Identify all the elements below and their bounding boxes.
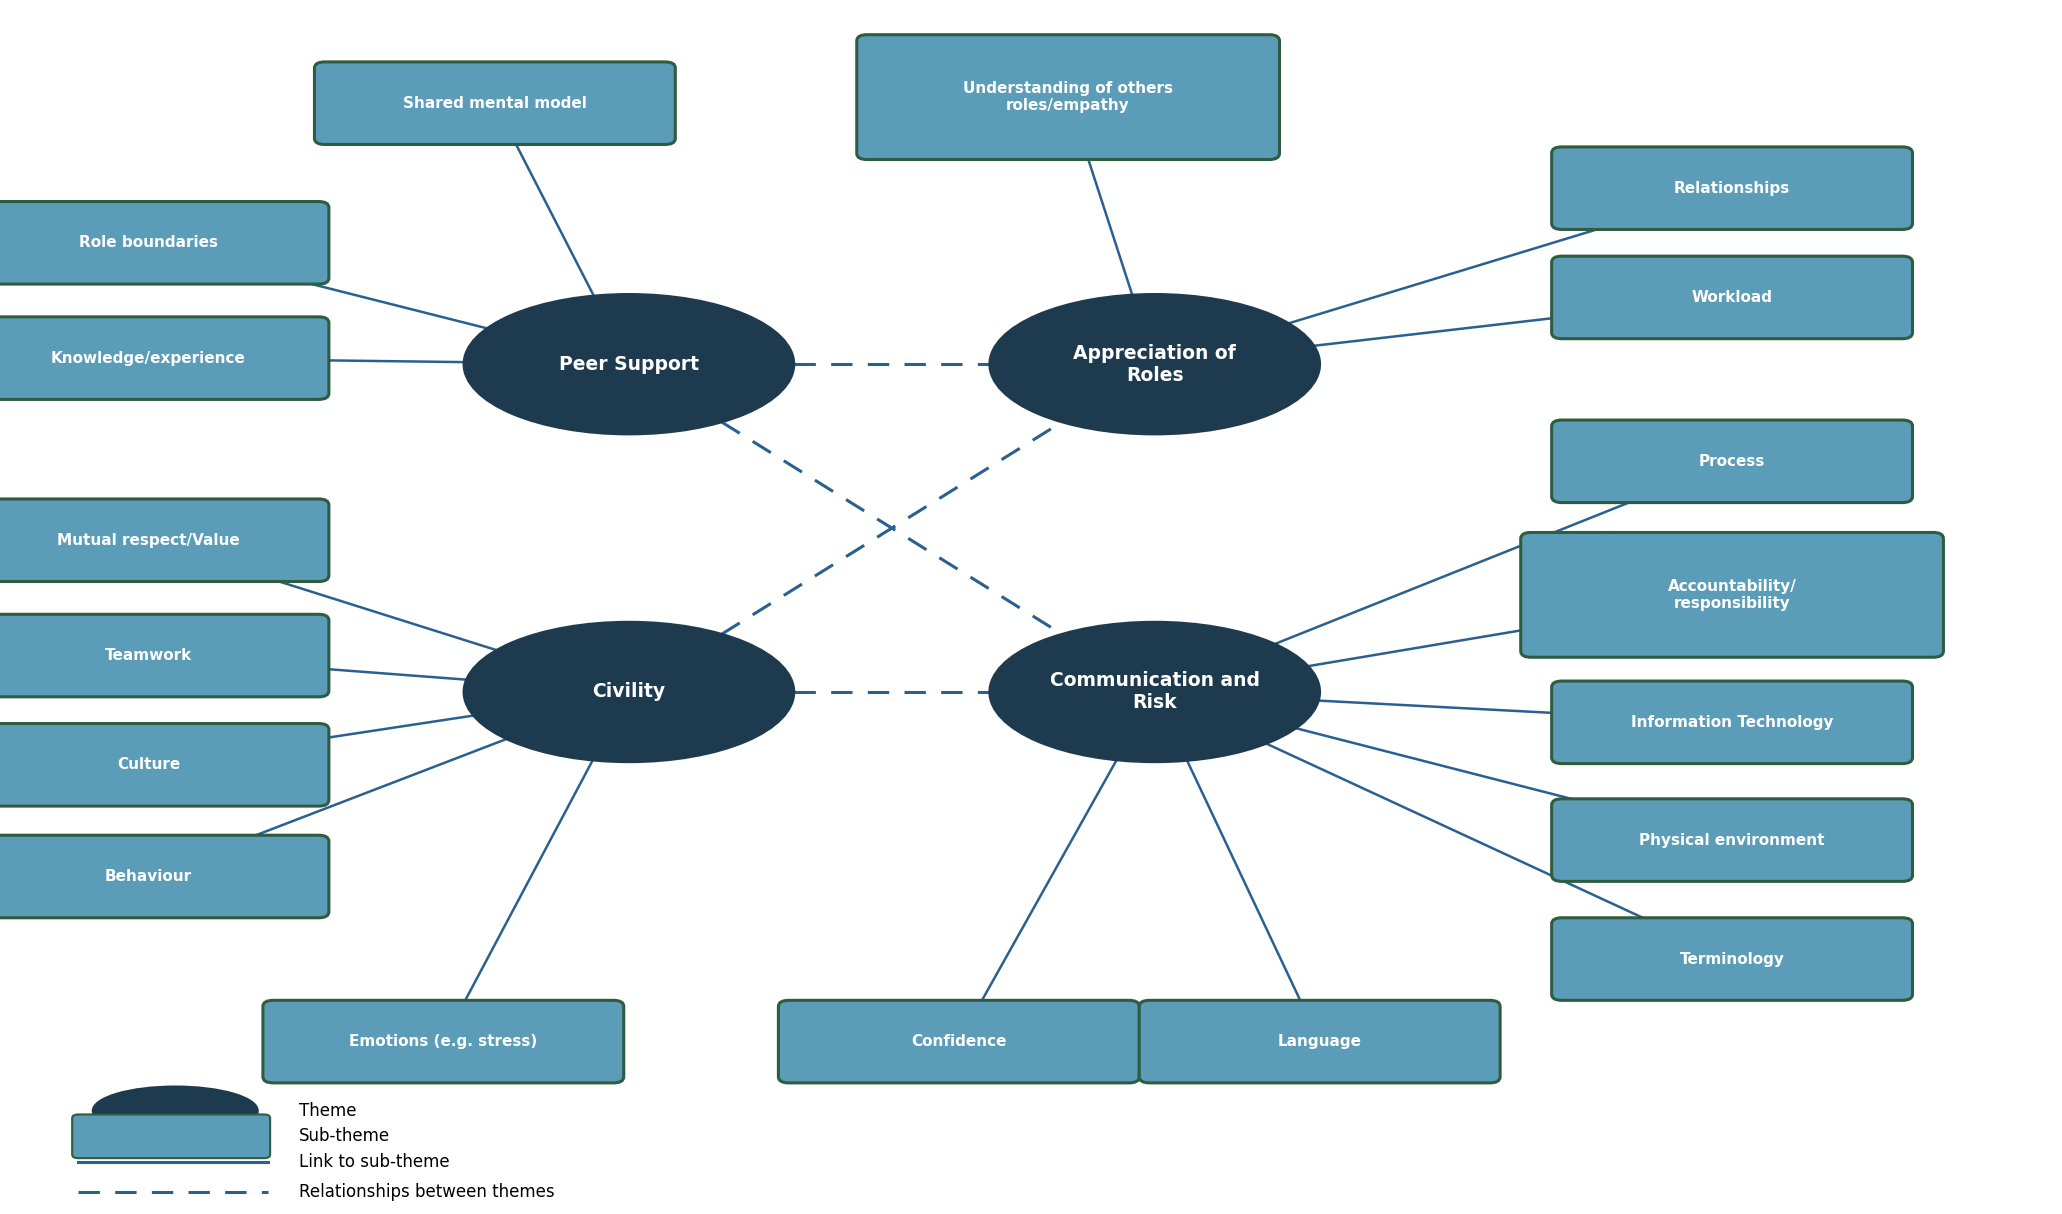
FancyBboxPatch shape: [779, 1000, 1138, 1083]
Ellipse shape: [93, 1087, 258, 1135]
FancyBboxPatch shape: [0, 317, 330, 399]
Ellipse shape: [464, 622, 794, 762]
Text: Theme: Theme: [299, 1102, 357, 1119]
Text: Language: Language: [1278, 1034, 1361, 1049]
FancyBboxPatch shape: [1551, 147, 1914, 229]
Text: Role boundaries: Role boundaries: [78, 236, 219, 250]
FancyBboxPatch shape: [1551, 799, 1914, 881]
Text: Shared mental model: Shared mental model: [402, 96, 588, 110]
FancyBboxPatch shape: [1551, 256, 1914, 339]
FancyBboxPatch shape: [0, 835, 330, 918]
Ellipse shape: [990, 294, 1320, 435]
Text: Appreciation of
Roles: Appreciation of Roles: [1074, 344, 1235, 385]
Text: Knowledge/experience: Knowledge/experience: [52, 351, 245, 365]
FancyBboxPatch shape: [0, 614, 330, 697]
Text: Link to sub-theme: Link to sub-theme: [299, 1153, 450, 1170]
Text: Confidence: Confidence: [911, 1034, 1006, 1049]
Text: Peer Support: Peer Support: [559, 354, 699, 374]
Text: Relationships: Relationships: [1674, 181, 1790, 195]
Ellipse shape: [464, 294, 794, 435]
Text: Mutual respect/Value: Mutual respect/Value: [58, 533, 239, 548]
Text: Sub-theme: Sub-theme: [299, 1128, 390, 1145]
FancyBboxPatch shape: [72, 1114, 270, 1158]
FancyBboxPatch shape: [313, 62, 676, 144]
FancyBboxPatch shape: [1520, 533, 1942, 657]
Text: Information Technology: Information Technology: [1631, 715, 1833, 730]
Text: Physical environment: Physical environment: [1639, 833, 1825, 847]
FancyBboxPatch shape: [0, 724, 330, 806]
FancyBboxPatch shape: [1551, 420, 1914, 503]
Text: Understanding of others
roles/empathy: Understanding of others roles/empathy: [963, 81, 1173, 113]
FancyBboxPatch shape: [858, 35, 1278, 159]
Text: Accountability/
responsibility: Accountability/ responsibility: [1668, 579, 1796, 611]
Text: Process: Process: [1699, 454, 1765, 469]
FancyBboxPatch shape: [0, 499, 330, 582]
Text: Workload: Workload: [1691, 290, 1773, 305]
Ellipse shape: [990, 622, 1320, 762]
Text: Teamwork: Teamwork: [105, 648, 192, 663]
Text: Behaviour: Behaviour: [105, 869, 192, 884]
FancyBboxPatch shape: [264, 1000, 623, 1083]
Text: Civility: Civility: [592, 682, 666, 702]
Text: Terminology: Terminology: [1681, 952, 1784, 966]
FancyBboxPatch shape: [1551, 918, 1914, 1000]
Text: Culture: Culture: [118, 758, 179, 772]
FancyBboxPatch shape: [0, 202, 330, 284]
FancyBboxPatch shape: [1138, 1000, 1501, 1083]
Text: Communication and
Risk: Communication and Risk: [1050, 671, 1260, 713]
Text: Emotions (e.g. stress): Emotions (e.g. stress): [348, 1034, 538, 1049]
Text: Relationships between themes: Relationships between themes: [299, 1184, 555, 1201]
FancyBboxPatch shape: [1551, 681, 1914, 764]
